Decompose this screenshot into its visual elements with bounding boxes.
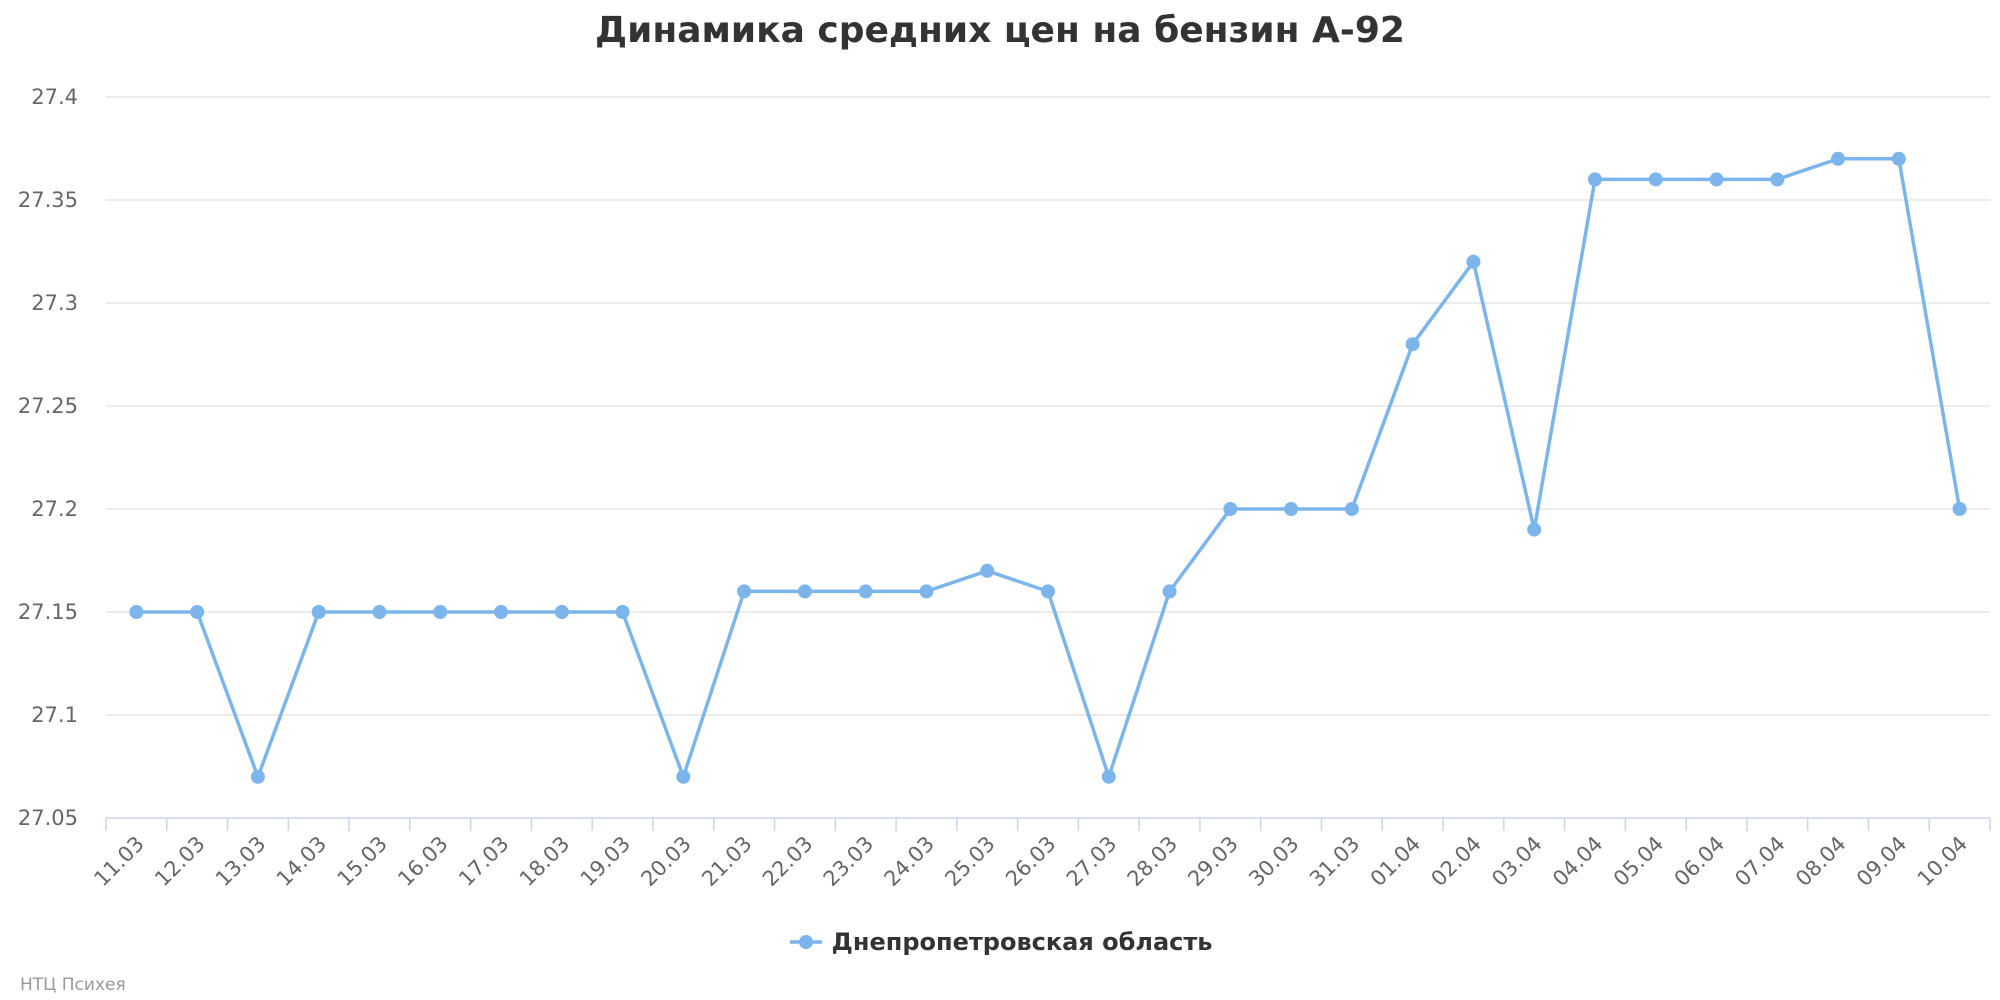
x-tick-label: 28.03 (1123, 832, 1182, 891)
data-point[interactable] (1831, 151, 1846, 166)
data-point[interactable] (1770, 172, 1785, 187)
data-point[interactable] (980, 563, 995, 578)
credits[interactable]: НТЦ Психея (20, 975, 126, 995)
data-point[interactable] (372, 605, 387, 619)
x-tick-label: 27.03 (1062, 832, 1121, 891)
x-tick-label: 30.03 (1244, 832, 1303, 891)
x-tick-label: 26.03 (1001, 832, 1060, 891)
data-point[interactable] (1223, 502, 1238, 516)
data-point[interactable] (858, 584, 873, 599)
x-tick-label: 20.03 (636, 832, 695, 891)
data-point[interactable] (1527, 522, 1542, 537)
x-tick-label: 14.03 (272, 832, 331, 891)
data-point[interactable] (1041, 584, 1055, 599)
data-point[interactable] (1344, 502, 1359, 516)
data-point[interactable] (676, 769, 691, 784)
x-tick-label: 01.04 (1366, 832, 1425, 891)
x-tick-label: 03.04 (1487, 832, 1546, 891)
x-tick-label: 04.04 (1548, 832, 1607, 891)
y-tick-label: 27.05 (18, 806, 78, 830)
legend-line-dot-icon (789, 935, 822, 949)
x-axis (105, 817, 1991, 831)
x-tick-label: 02.04 (1426, 832, 1485, 891)
data-point[interactable] (1952, 502, 1967, 516)
y-tick-label: 27.15 (18, 600, 78, 624)
x-tick-label: 15.03 (333, 832, 392, 891)
x-axis-labels: 11.03 12.03 13.03 14.03 15.03 16.03 17.03 18.03… (89, 832, 1972, 891)
data-point[interactable] (129, 605, 144, 619)
x-tick-label: 21.03 (697, 832, 756, 891)
series-layer (129, 151, 1967, 784)
x-tick-label: 25.03 (940, 832, 999, 891)
y-tick-label: 27.35 (18, 188, 78, 212)
data-point[interactable] (615, 605, 630, 619)
data-point[interactable] (1648, 172, 1663, 187)
data-point[interactable] (1709, 172, 1724, 187)
x-tick-label: 19.03 (576, 832, 635, 891)
x-tick-label: 31.03 (1305, 832, 1364, 891)
data-point[interactable] (1587, 172, 1602, 187)
x-tick-label: 29.03 (1183, 832, 1242, 891)
x-tick-label: 06.04 (1670, 832, 1729, 891)
y-tick-label: 27.1 (31, 703, 78, 727)
y-tick-label: 27.4 (31, 85, 78, 109)
legend-label: Днепропетровская область (831, 928, 1213, 956)
x-tick-label: 17.03 (454, 832, 513, 891)
data-point[interactable] (737, 584, 752, 599)
x-tick-label: 09.04 (1852, 832, 1911, 891)
x-tick-label: 07.04 (1730, 832, 1789, 891)
x-tick-label: 10.04 (1913, 832, 1972, 891)
data-point[interactable] (433, 605, 448, 619)
series-line (134, 157, 1962, 779)
data-point[interactable] (797, 584, 812, 599)
data-point[interactable] (190, 605, 205, 619)
data-point[interactable] (1466, 254, 1481, 269)
x-tick-label: 24.03 (880, 832, 939, 891)
data-point[interactable] (1405, 337, 1420, 352)
data-point[interactable] (919, 584, 934, 599)
y-axis-labels: 27.05 27.1 27.15 27.2 27.25 27.3 27.35 27.4 (18, 85, 78, 830)
x-tick-label: 08.04 (1791, 832, 1850, 891)
data-point[interactable] (1891, 151, 1906, 166)
y-tick-label: 27.2 (31, 497, 78, 521)
data-point[interactable] (1284, 502, 1299, 516)
y-tick-label: 27.3 (31, 291, 78, 315)
legend-item-series[interactable]: Днепропетровская область (788, 928, 1213, 956)
x-tick-label: 05.04 (1609, 832, 1668, 891)
data-point[interactable] (250, 769, 265, 784)
x-tick-label: 16.03 (393, 832, 452, 891)
x-tick-label: 23.03 (819, 832, 878, 891)
x-tick-label: 22.03 (758, 832, 817, 891)
legend: Днепропетровская область (0, 928, 2000, 956)
y-tick-label: 27.25 (18, 394, 78, 418)
data-point[interactable] (311, 605, 326, 619)
x-tick-label: 13.03 (211, 832, 270, 891)
data-point[interactable] (1162, 584, 1177, 599)
data-point[interactable] (494, 605, 509, 619)
data-point[interactable] (554, 605, 569, 619)
data-point[interactable] (1101, 769, 1116, 784)
x-tick-label: 12.03 (150, 832, 209, 891)
x-tick-label: 18.03 (515, 832, 574, 891)
grid-lines (106, 96, 1990, 716)
chart-title: Динамика средних цен на бензин А-92 (595, 10, 1405, 51)
x-tick-label: 11.03 (89, 832, 148, 891)
